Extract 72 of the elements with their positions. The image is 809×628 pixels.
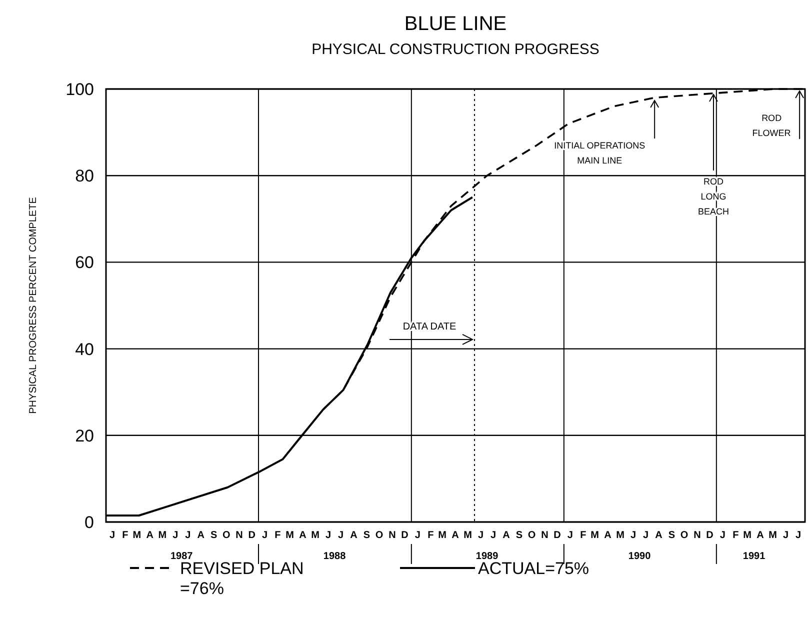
text: A: [604, 530, 612, 541]
x-tick-label: 1989: [476, 551, 499, 562]
y-tick-label: 60: [75, 253, 94, 272]
text: J: [325, 530, 332, 541]
x-tick-label: 1990: [628, 551, 652, 562]
text: F: [274, 530, 281, 541]
text: N: [541, 530, 548, 541]
x-tick-label: 1988: [323, 551, 346, 562]
text: D: [554, 530, 561, 541]
text: S: [363, 530, 370, 541]
y-tick-label: 40: [75, 340, 94, 359]
text: A: [452, 530, 459, 541]
y-axis-title: PHYSICAL PROGRESS PERCENT COMPLETE: [28, 196, 39, 414]
text: D: [706, 530, 714, 541]
text: A: [197, 530, 204, 541]
text: O: [528, 530, 536, 541]
text: F: [428, 530, 434, 541]
text: M: [158, 530, 167, 541]
text: F: [732, 530, 739, 541]
text: J: [567, 530, 573, 541]
y-tick-label: 100: [66, 80, 94, 99]
text: J: [796, 530, 802, 541]
text: J: [172, 530, 178, 541]
text: M: [743, 530, 752, 541]
text: N: [388, 530, 396, 541]
x-tick-label: 1987: [170, 551, 194, 562]
legend-label: REVISED PLAN =76%: [180, 559, 304, 598]
x-tick-label: 1991: [742, 551, 766, 562]
text: M: [590, 530, 600, 541]
text: A: [350, 530, 358, 541]
text: J: [109, 530, 116, 541]
text: J: [262, 530, 268, 541]
text: M: [768, 530, 777, 541]
text: F: [122, 530, 128, 541]
text: O: [680, 530, 688, 541]
text: M: [616, 530, 624, 541]
text: D: [248, 530, 256, 541]
text: M: [464, 530, 472, 541]
text: A: [756, 530, 764, 541]
chart-subtitle: PHYSICAL CONSTRUCTION PROGRESS: [312, 41, 600, 58]
text: J: [630, 530, 636, 541]
y-tick-label: 20: [75, 426, 94, 446]
text: A: [655, 530, 662, 541]
text: J: [783, 530, 789, 541]
text: A: [146, 530, 154, 541]
text: J: [338, 530, 344, 541]
text: D: [401, 530, 408, 541]
annotation: ROD FLOWER: [752, 113, 792, 138]
y-tick-label: 80: [75, 166, 94, 186]
text: N: [694, 530, 701, 541]
text: S: [516, 530, 523, 541]
text: J: [490, 530, 496, 541]
text: A: [299, 530, 306, 541]
text: N: [236, 530, 243, 541]
text: S: [210, 530, 218, 541]
text: F: [580, 530, 586, 541]
text: J: [185, 530, 191, 541]
text: M: [311, 530, 320, 541]
text: J: [478, 530, 484, 541]
text: M: [438, 530, 447, 541]
text: A: [502, 530, 510, 541]
text: M: [286, 530, 294, 541]
text: J: [720, 530, 726, 541]
text: O: [375, 530, 384, 541]
text: S: [668, 530, 676, 541]
chart-title: BLUE LINE: [404, 13, 507, 35]
text: M: [132, 530, 142, 541]
legend-label: ACTUAL=75%: [478, 559, 590, 578]
y-tick-label: 0: [84, 512, 94, 532]
text: J: [414, 530, 420, 541]
text: O: [222, 530, 230, 541]
text: J: [643, 530, 649, 541]
